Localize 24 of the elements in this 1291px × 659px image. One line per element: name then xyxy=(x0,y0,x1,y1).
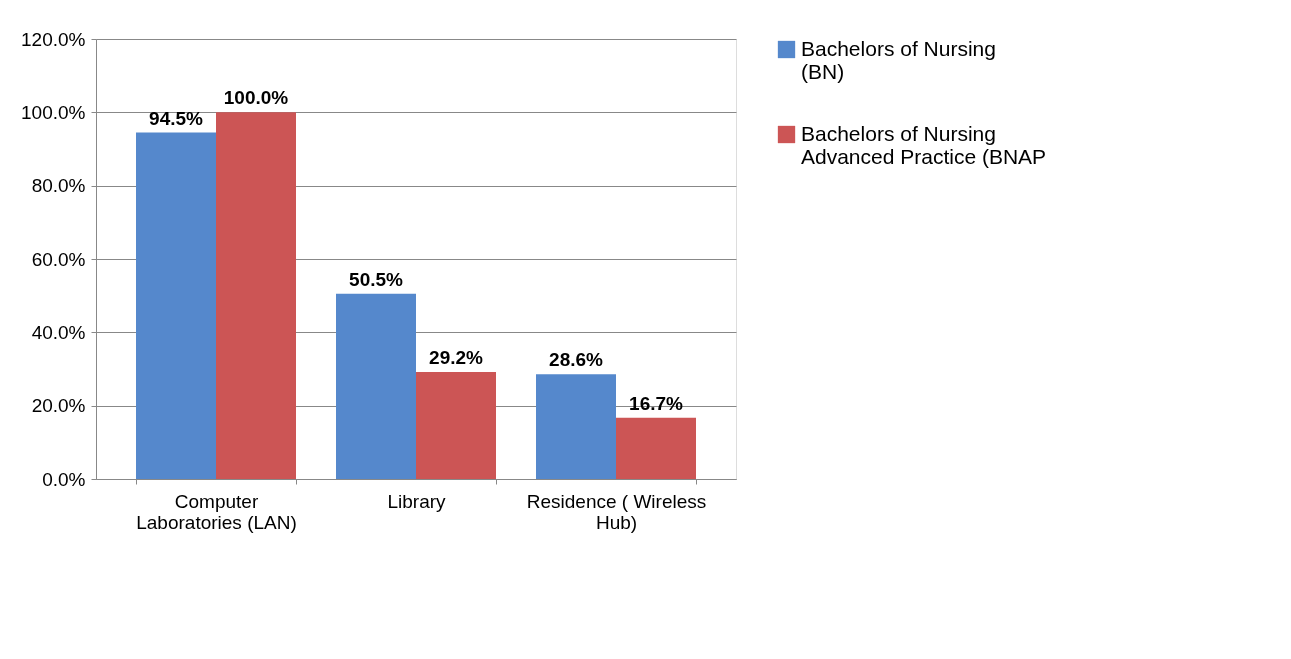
x-tick-label: Computer Laboratories (LAN) xyxy=(136,490,297,533)
y-tick-label: 0.0% xyxy=(42,468,86,490)
bar xyxy=(616,417,696,479)
data-label: 16.7% xyxy=(629,392,684,414)
bar xyxy=(136,132,216,479)
data-label: 50.5% xyxy=(349,268,404,290)
x-tick-label: Library xyxy=(387,490,447,512)
y-tick-label: 120.0% xyxy=(21,28,86,50)
data-label: 100.0% xyxy=(223,87,289,109)
y-tick-label: 100.0% xyxy=(21,101,86,123)
y-tick-label: 40.0% xyxy=(31,321,86,343)
bar xyxy=(416,371,496,479)
legend-label: Bachelors of Nursing Advanced Practice (BNAP xyxy=(801,121,1047,168)
legend-label: Bachelors of Nursing (BN) xyxy=(801,36,996,83)
y-tick-label: 80.0% xyxy=(31,175,86,197)
bar xyxy=(216,112,296,479)
data-label: 94.5% xyxy=(149,107,204,129)
data-label: 28.6% xyxy=(549,349,604,371)
bar xyxy=(336,293,416,479)
bar xyxy=(536,374,616,479)
x-tick-label: Residence ( Wireless Hub) xyxy=(526,490,707,533)
y-tick-label: 60.0% xyxy=(31,248,86,270)
data-label: 29.2% xyxy=(429,346,484,368)
y-tick-label: 20.0% xyxy=(31,395,86,417)
